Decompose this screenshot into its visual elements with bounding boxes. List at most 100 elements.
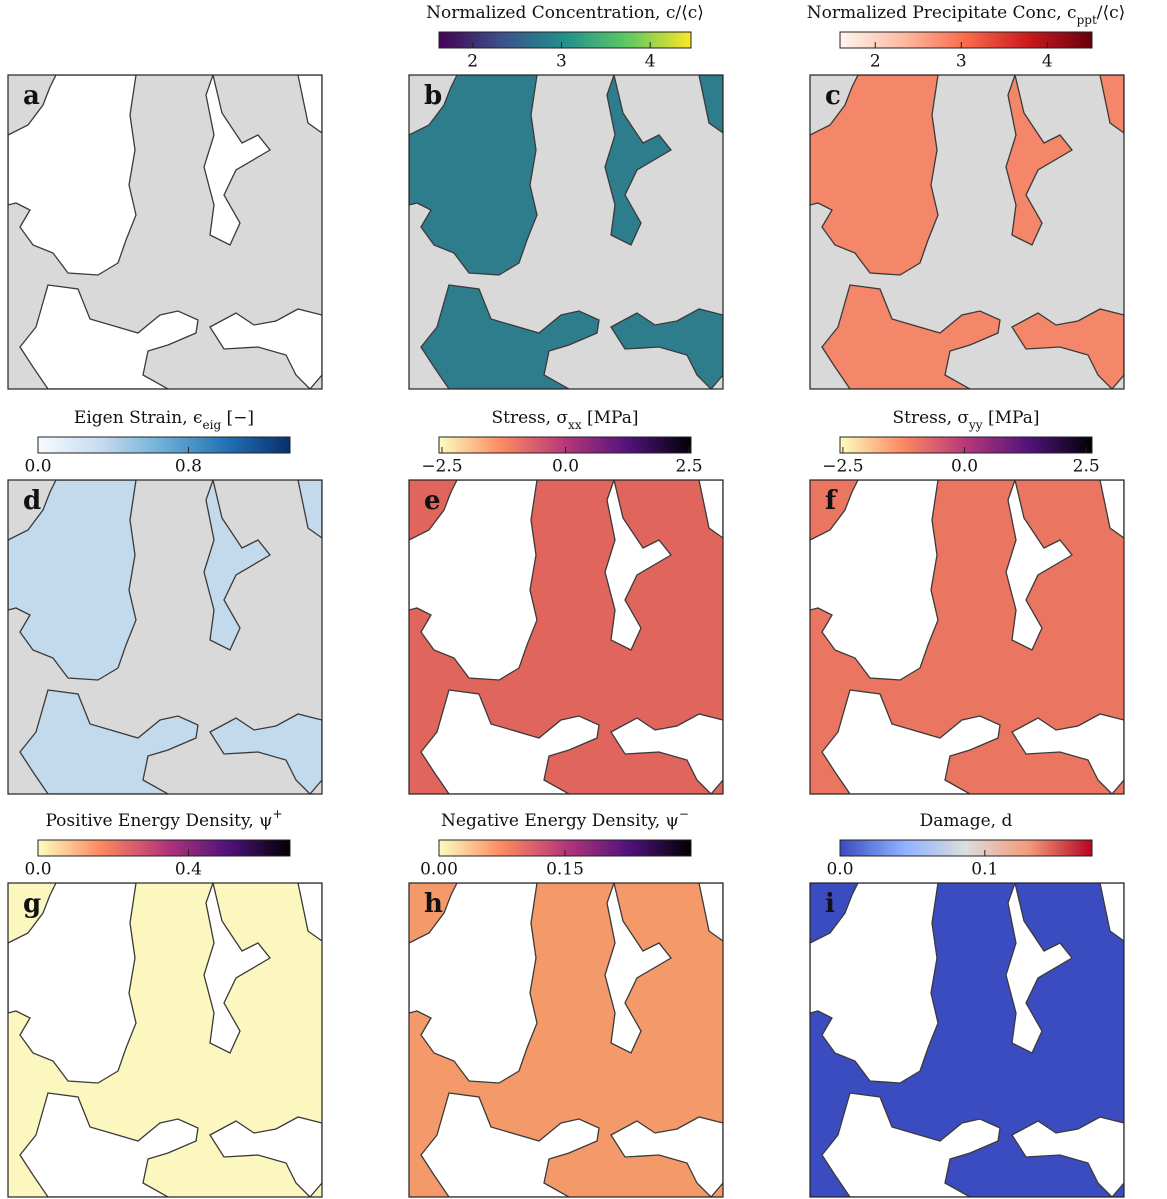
- phase-region: [821, 689, 1001, 794]
- phase-region: [1005, 883, 1073, 1054]
- phase-region: [810, 480, 939, 681]
- phase-region: [8, 480, 137, 681]
- panel-frame: [809, 479, 1125, 795]
- colorbar-title: Normalized Concentration, c/⟨c⟩: [426, 3, 704, 23]
- panel: a: [7, 74, 323, 390]
- colorbar-title-part: Negative Energy Density, ψ: [441, 811, 679, 831]
- colorbar-tick-label: −2.5: [822, 457, 863, 477]
- colorbar-tick-label: 0.4: [175, 860, 202, 880]
- colorbar: [839, 31, 1093, 49]
- phase-region: [203, 883, 271, 1054]
- phase-region: [610, 713, 723, 794]
- panel-letter: d: [23, 486, 41, 516]
- phase-region: [297, 883, 322, 942]
- colorbar-title: Stress, σyy [MPa]: [893, 408, 1040, 432]
- panel: d: [7, 479, 323, 795]
- field: [8, 480, 322, 794]
- panel-letter: e: [424, 486, 441, 516]
- phase-region: [1005, 75, 1073, 246]
- phase-region: [209, 713, 322, 794]
- colorbar: [839, 436, 1093, 454]
- panel: b: [408, 74, 724, 390]
- phase-region: [209, 1116, 322, 1197]
- colorbar-tick-label: 3: [556, 52, 567, 72]
- panel: f: [809, 479, 1125, 795]
- colorbar-title-part: Stress, σ: [893, 408, 970, 428]
- colorbar-tick-label: 0.0: [24, 860, 51, 880]
- colorbar-title-part: −: [679, 807, 689, 821]
- colorbar-title-part: [MPa]: [983, 408, 1040, 428]
- panel-letter: c: [825, 81, 841, 111]
- colorbar-tick-label: 0.0: [951, 457, 978, 477]
- phase-region: [1099, 75, 1124, 134]
- phase-region: [698, 75, 723, 134]
- colorbar: [37, 839, 291, 857]
- colorbar-title-part: Damage, d: [920, 811, 1013, 831]
- field: [8, 883, 322, 1197]
- phase-region: [821, 1092, 1001, 1197]
- colorbar-tick-label: 2: [467, 52, 478, 72]
- field: [810, 75, 1124, 389]
- panel-frame: [408, 479, 724, 795]
- panel-frame: [809, 882, 1125, 1198]
- field: [8, 75, 322, 389]
- phase-region: [810, 883, 939, 1084]
- colorbar-title: Positive Energy Density, ψ+: [45, 807, 282, 831]
- colorbar-title-part: xx: [568, 418, 582, 432]
- phase-region: [203, 480, 271, 651]
- phase-region: [19, 1092, 199, 1197]
- panel: c: [809, 74, 1125, 390]
- phase-region: [1005, 480, 1073, 651]
- panel: e: [408, 479, 724, 795]
- colorbar-tick-label: 0.15: [546, 860, 584, 880]
- phase-region: [610, 1116, 723, 1197]
- colorbar-tick-label: 4: [645, 52, 656, 72]
- phase-region: [604, 480, 672, 651]
- panel-letter: f: [825, 486, 838, 516]
- colorbar-tick-label: 2.5: [1073, 457, 1100, 477]
- field: [409, 480, 723, 794]
- phase-region: [420, 284, 600, 389]
- colorbar-tick-label: 0.0: [552, 457, 579, 477]
- colorbar-tick-label: 4: [1042, 52, 1053, 72]
- colorbar-title: Damage, d: [920, 811, 1013, 831]
- panel: h: [408, 882, 724, 1198]
- colorbar-title-part: Normalized Precipitate Conc, c: [807, 3, 1077, 23]
- phase-region: [604, 75, 672, 246]
- phase-region: [8, 75, 137, 276]
- colorbar-title-part: Stress, σ: [492, 408, 569, 428]
- colorbar-tick-label: 0.00: [420, 860, 458, 880]
- colorbar-tick-label: 0.0: [24, 457, 51, 477]
- phase-region: [821, 284, 1001, 389]
- colorbar-title-part: [−]: [221, 408, 254, 428]
- colorbar-title: Negative Energy Density, ψ−: [441, 807, 689, 831]
- phase-region: [1011, 713, 1124, 794]
- phase-region: [610, 308, 723, 389]
- phase-region: [1011, 308, 1124, 389]
- colorbar-title-part: yy: [968, 418, 983, 432]
- phase-region: [1099, 883, 1124, 942]
- colorbar: [37, 436, 291, 454]
- field: [810, 883, 1124, 1197]
- colorbar-title-part: Normalized Concentration, c/⟨c⟩: [426, 3, 704, 23]
- colorbar-title-part: ppt: [1077, 13, 1097, 27]
- colorbar: [438, 31, 692, 49]
- panel-frame: [7, 882, 323, 1198]
- panel-frame: [809, 74, 1125, 390]
- phase-region: [698, 883, 723, 942]
- phase-region: [203, 75, 271, 246]
- colorbar-title: Eigen Strain, ϵeig [−]: [74, 408, 254, 432]
- colorbar-tick-label: 0.0: [826, 860, 853, 880]
- panel-frame: [7, 479, 323, 795]
- field: [810, 480, 1124, 794]
- phase-region: [1099, 480, 1124, 539]
- panel-letter: i: [825, 889, 835, 919]
- panel-frame: [408, 882, 724, 1198]
- colorbar-title-part: Positive Energy Density, ψ: [45, 811, 272, 831]
- colorbar-title: Stress, σxx [MPa]: [492, 408, 639, 432]
- phase-region: [810, 75, 939, 276]
- colorbar: [839, 839, 1093, 857]
- phase-region: [409, 480, 538, 681]
- colorbar-title-part: Eigen Strain, ϵ: [74, 408, 203, 428]
- phase-region: [8, 883, 137, 1084]
